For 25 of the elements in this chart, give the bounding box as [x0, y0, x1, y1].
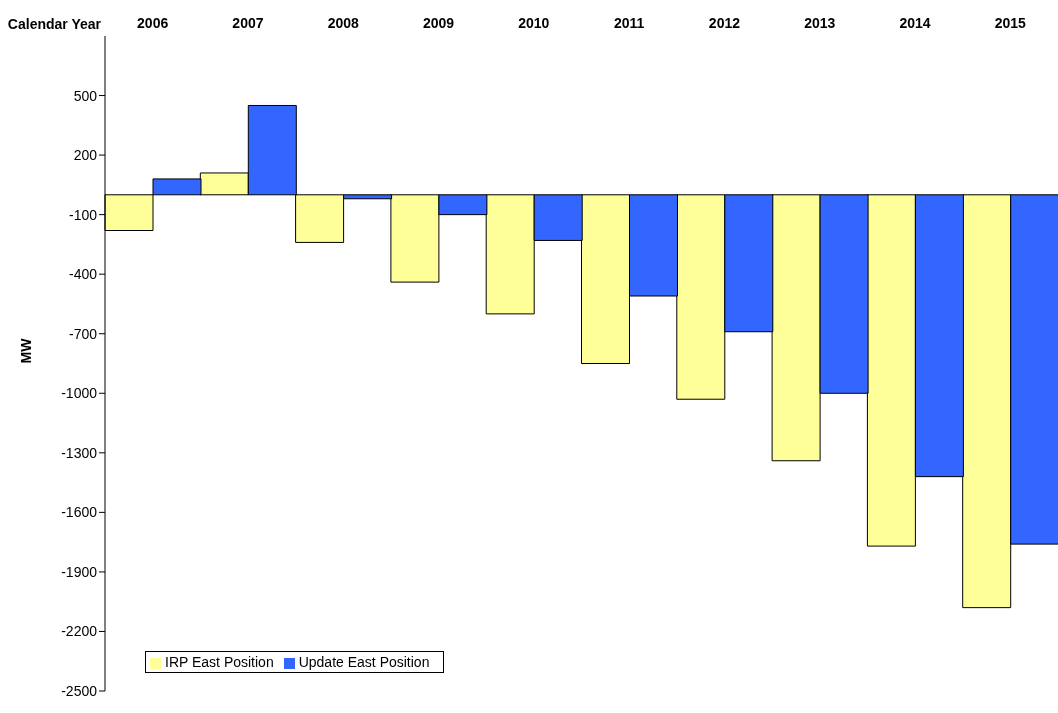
y-tick-label: -400: [68, 266, 98, 283]
x-tick-label: 2006: [137, 15, 169, 31]
x-tick-label: 2009: [422, 15, 455, 31]
legend-label: Update East Position: [298, 654, 430, 670]
y-tick-label: 200: [73, 147, 98, 164]
x-tick-label: 2012: [708, 15, 741, 31]
y-tick-label: -2500: [61, 682, 98, 699]
x-tick-label: 2014: [899, 15, 931, 31]
y-tick-label: -1300: [61, 444, 98, 461]
y-axis-title: MW: [17, 337, 34, 364]
y-tick-label: -2200: [61, 623, 98, 640]
x-tick-label: 2008: [327, 15, 360, 31]
x-axis-title: Calendar Year: [7, 15, 102, 32]
y-tick-label: -1000: [61, 385, 98, 402]
x-tick-label: 2015: [994, 15, 1027, 31]
y-tick-label: -1600: [61, 504, 98, 521]
x-tick-label: 2013: [804, 15, 836, 31]
y-tick-label: 500: [73, 87, 98, 104]
y-tick-label: -100: [68, 206, 98, 223]
x-tick-label: 2011: [613, 15, 645, 31]
legend-label: IRP East Position: [165, 654, 274, 670]
y-tick-label: -700: [68, 325, 98, 342]
y-tick-label: -1900: [61, 563, 98, 580]
x-tick-label: 2010: [518, 15, 550, 31]
x-tick-label: 2007: [232, 15, 264, 31]
